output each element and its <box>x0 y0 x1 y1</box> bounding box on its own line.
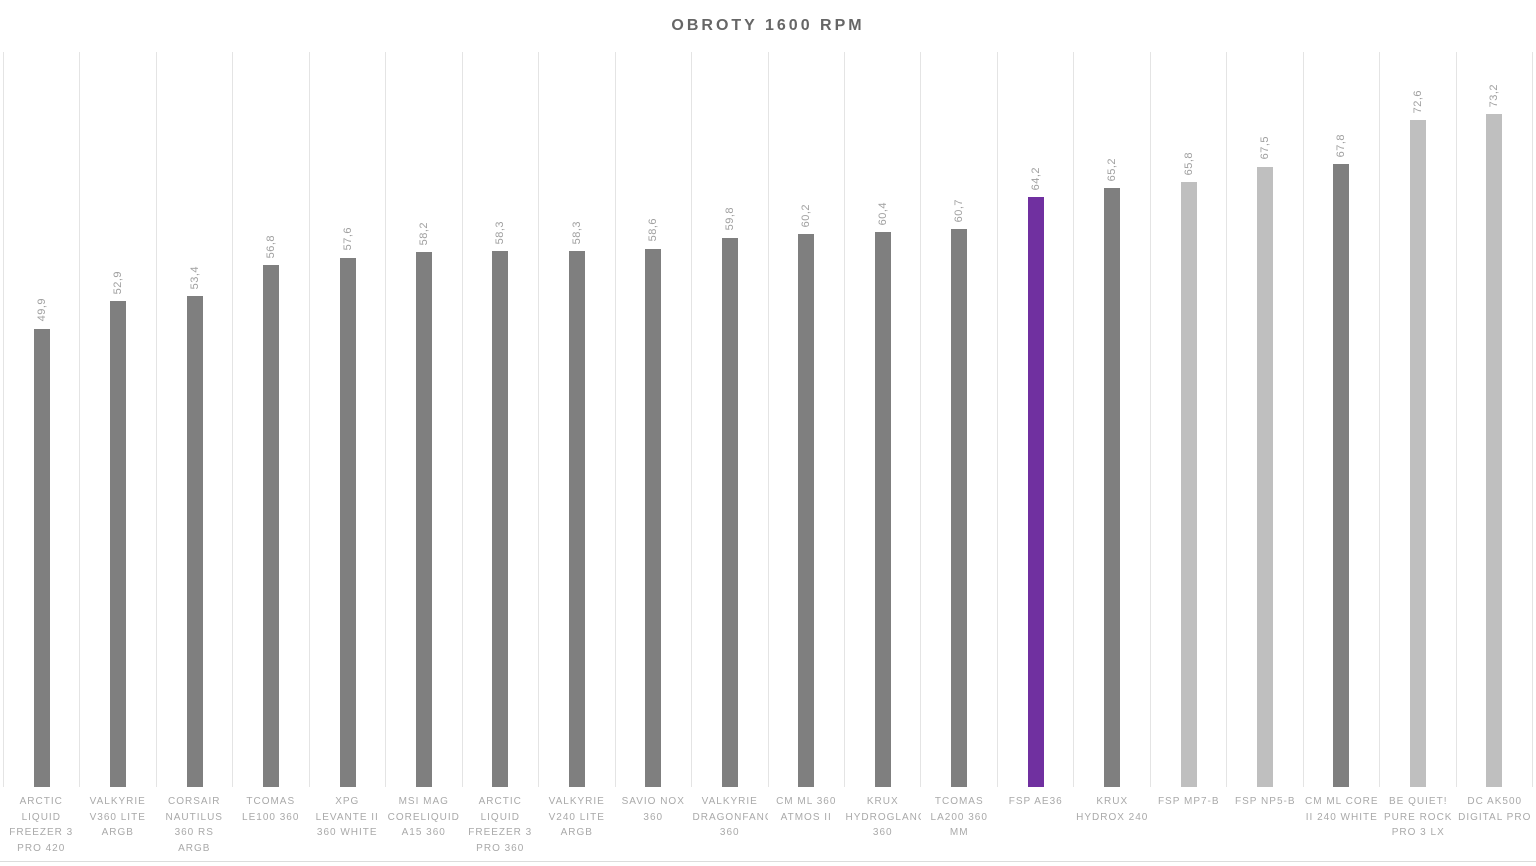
bar <box>568 251 585 787</box>
category-slot: 58,6 <box>614 52 691 787</box>
bar-value-label: 53,4 <box>188 265 201 290</box>
category-label: ARCTIC LIQUID FREEZER 3 PRO 360 <box>468 796 533 854</box>
bar <box>645 248 662 787</box>
category-slot: 59,8 <box>691 52 767 787</box>
category-slot: 65,8 <box>1149 52 1226 787</box>
bar <box>798 233 815 787</box>
category-label: XPG LEVANTE II 360 WHITE <box>315 796 379 838</box>
category-label: FSP AE36 <box>1008 796 1063 807</box>
category-label: TCOMAS LA200 360 MM <box>930 796 988 838</box>
category-slot: 73,2 <box>1455 52 1534 787</box>
category-label: BE QUIET! PURE ROCK PRO 3 LX <box>1384 796 1453 838</box>
category-slot: 57,6 <box>308 52 385 787</box>
bar-value-label: 60,4 <box>876 201 889 226</box>
bar-value-label: 58,3 <box>570 220 583 245</box>
category-slot: 64,2 <box>996 52 1073 787</box>
category-label: CM ML 360 ATMOS II <box>776 796 837 823</box>
bar-value-label: 59,8 <box>723 207 736 231</box>
category-slot: 60,4 <box>843 52 920 787</box>
bar-value-label: 58,2 <box>417 221 430 246</box>
category-label: KRUX HYDROX 240 <box>1076 796 1149 823</box>
category-slot: 53,4 <box>155 52 232 787</box>
bar-value-label: 73,2 <box>1488 84 1501 108</box>
category-slot: 58,3 <box>461 52 538 787</box>
bar-value-label: 57,6 <box>341 227 354 251</box>
category-label: SAVIO NOX 360 <box>621 796 685 823</box>
category-slot: 58,3 <box>538 52 614 787</box>
bar <box>1333 164 1350 787</box>
bar-value-label: 58,6 <box>647 218 660 242</box>
bar <box>1486 114 1503 787</box>
category-slot: 56,8 <box>232 52 308 787</box>
bar <box>951 229 968 787</box>
bar-value-label: 67,8 <box>1335 133 1348 158</box>
plot-area: 49,9 52,9 53,4 56,8 57,6 58,2 58,3 58,3 58,6 59,8… <box>3 52 1534 787</box>
category-label: FSP NP5-B <box>1235 796 1296 807</box>
category-label: TCOMAS LE100 360 <box>242 796 300 823</box>
bar <box>1409 120 1426 787</box>
category-label: DC AK500 DIGITAL PRO <box>1458 796 1532 823</box>
bar-value-label: 52,9 <box>112 270 125 294</box>
bar-value-label: 64,2 <box>1029 166 1042 191</box>
category-label: VALKYRIE V240 LITE ARGB <box>548 796 605 838</box>
category-label: ARCTIC LIQUID FREEZER 3 PRO 420 BLACK AR… <box>9 796 74 854</box>
bar <box>721 237 738 787</box>
bar <box>186 296 203 787</box>
bar-value-label: 49,9 <box>35 298 48 322</box>
category-slot: 60,7 <box>920 52 996 787</box>
bar <box>1104 187 1121 787</box>
bar <box>1027 197 1044 787</box>
bar-value-label: 67,5 <box>1258 136 1271 160</box>
bar-value-label: 72,6 <box>1411 89 1424 113</box>
category-label: VALKYRIE V360 LITE ARGB <box>89 796 146 838</box>
bar-value-label: 60,7 <box>953 198 966 223</box>
category-label: CM ML CORE II 240 WHITE <box>1304 796 1379 823</box>
bar-value-label: 65,2 <box>1106 157 1119 181</box>
bar <box>492 251 509 787</box>
bar-value-label: 56,8 <box>265 234 278 259</box>
category-slot: 52,9 <box>79 52 155 787</box>
category-labels-row: ARCTIC LIQUID FREEZER 3 PRO 420 BLACK AR… <box>3 787 1533 855</box>
bar <box>415 252 432 787</box>
bar-value-label: 58,3 <box>494 220 507 245</box>
bar <box>33 328 50 787</box>
bar-value-label: 60,2 <box>800 203 813 227</box>
category-slot: 60,2 <box>767 52 844 787</box>
category-slot: 65,2 <box>1073 52 1149 787</box>
category-slot: 58,2 <box>385 52 461 787</box>
bar <box>339 257 356 787</box>
chart-bottom-border <box>0 861 1536 862</box>
category-label: MSI MAG CORELIQUID A15 360 <box>387 796 460 838</box>
bar <box>874 232 891 787</box>
category-label: FSP MP7-B <box>1157 796 1220 807</box>
category-label: VALKYRIE DRAGONFANG 360 <box>692 796 769 838</box>
category-slot: 72,6 <box>1379 52 1455 787</box>
category-slot: 67,5 <box>1226 52 1302 787</box>
category-label: KRUX HYDROGLANCE 360 <box>845 796 922 838</box>
bar <box>263 265 280 787</box>
bar <box>1256 166 1273 787</box>
category-slot: 67,8 <box>1302 52 1379 787</box>
category-slot: 49,9 <box>3 52 79 787</box>
bar-value-label: 65,8 <box>1182 152 1195 176</box>
chart-title: OBROTY 1600 RPM <box>671 17 865 34</box>
bar <box>110 300 127 787</box>
bar <box>1180 182 1197 787</box>
category-label: CORSAIR NAUTILUS 360 RS ARGB <box>165 796 223 854</box>
